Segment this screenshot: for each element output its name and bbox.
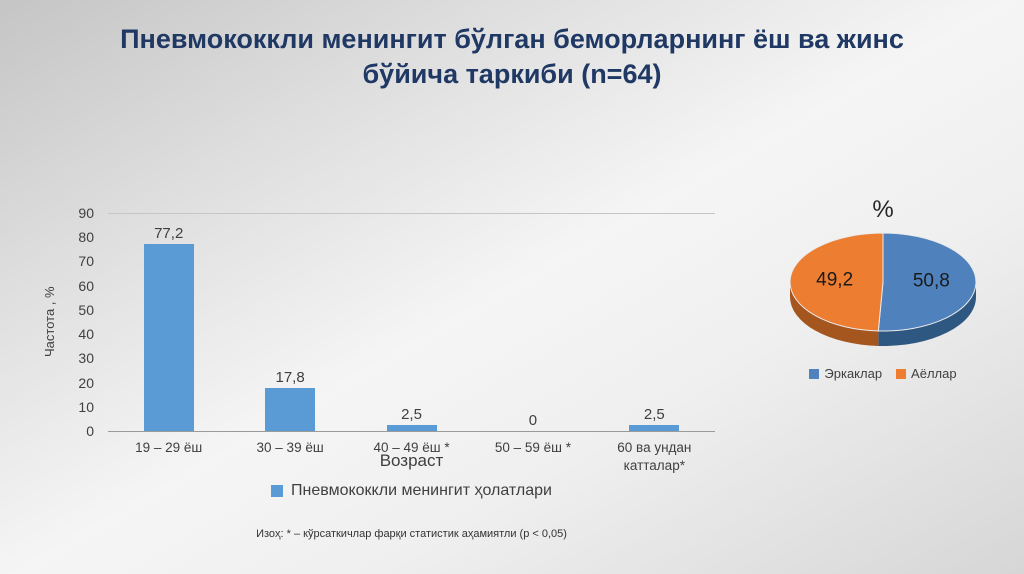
bar-slot: 2,5 [351,214,472,431]
bar-slots: 77,2 17,8 2,5 0 2,5 [108,214,715,431]
y-tick-label: 90 [78,205,94,221]
bar [143,244,194,431]
pie-slice [789,232,884,332]
pie-legend-label: Аёллар [911,366,957,381]
pie-title: % [872,196,894,223]
pie-side [790,282,879,346]
y-tick-label: 40 [78,326,94,343]
pie-chart: % 50,8 49,2 Эркаклар Аёллар [768,196,998,381]
bar-legend-label: Пневмококкли менингит ҳолатлари [291,482,552,499]
y-tick-label: 0 [86,423,94,439]
bar-value-label: 2,5 [643,406,665,423]
bar-legend: Пневмококкли менингит ҳолатлари [108,482,715,500]
y-tick-label: 70 [78,253,94,270]
category-label: 40 – 49 ёш * [373,440,450,455]
x-axis-title: Возраст [379,451,444,470]
bar [629,425,680,431]
slide-title: Пневмококкли менингит бўлган беморларнин… [120,24,904,90]
pie-slice [877,232,977,332]
pie-legend-item: Эркаклар [809,366,882,381]
bar-value-label: 77,2 [154,225,184,242]
footnote: Изоҳ: * – кўрсаткичлар фарқи статистик а… [256,528,567,540]
y-tick-label: 30 [78,350,94,367]
category-label: 60 ва ундан катталар* [617,440,692,473]
bar-slot: 2,5 [594,214,715,431]
pie-svg: 50,8 49,2 [789,232,977,346]
bar-value-label: 17,8 [275,369,305,386]
bar [265,388,316,431]
pie-value-label: 49,2 [816,269,853,290]
y-tick-label: 50 [78,301,94,318]
bar-slot: 77,2 [108,214,229,431]
bar-chart: 77,2 17,8 2,5 0 2,5 [108,213,715,432]
y-tick-label: 20 [78,374,94,391]
y-tick-label: 60 [78,277,94,294]
pie-legend-swatch [896,368,907,379]
x-axis-line [108,431,715,432]
pie-value-label: 50,8 [913,271,950,292]
category-label: 30 – 39 ёш [256,440,324,455]
bar [386,425,437,431]
y-tick-label: 10 [78,398,94,415]
pie-legend: Эркаклар Аёллар [768,366,998,381]
bar-value-label: 2,5 [401,406,422,423]
y-axis-title: Частота , % [42,286,57,358]
bar-legend-swatch [271,485,284,497]
bar-slot: 17,8 [229,214,350,431]
pie-legend-swatch [809,368,820,379]
bar-slot: 0 [472,214,593,431]
y-tick-label: 80 [78,229,94,246]
category-row: 19 – 29 ёш 30 – 39 ёш 40 – 49 ёш * 50 – 59 … [108,439,715,474]
category-label: 19 – 29 ёш [135,440,203,455]
pie-legend-label: Эркаклар [824,366,883,381]
bar-value-label: 0 [528,412,538,429]
category-label: 50 – 59 ёш * [494,440,571,455]
pie-legend-item: Аёллар [896,366,957,381]
y-axis: 0 10 20 30 40 50 60 70 80 90 [60,205,100,439]
